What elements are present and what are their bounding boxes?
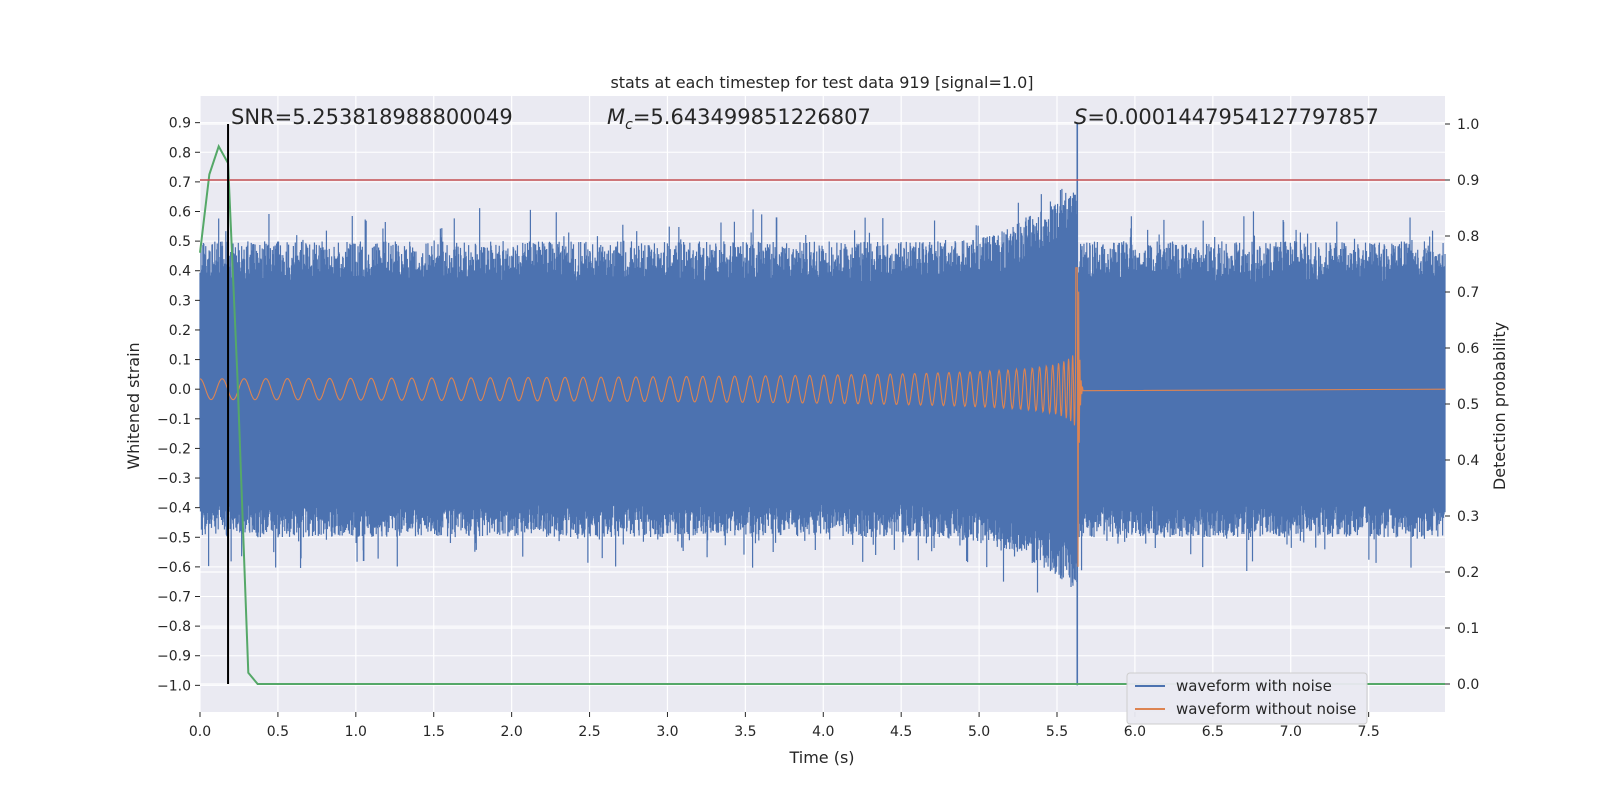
x-tick-label-0: 0.0 xyxy=(189,724,211,740)
x-tick-label-2: 1.0 xyxy=(345,724,367,740)
yright-tick-label-1: 0.9 xyxy=(1457,173,1479,189)
x-tick-label-12: 6.0 xyxy=(1124,724,1146,740)
legend-label-noise: waveform with noise xyxy=(1176,677,1332,695)
x-tick-label-15: 7.5 xyxy=(1358,724,1380,740)
x-tick-label-8: 4.0 xyxy=(812,724,834,740)
yright-tick-label-3: 0.7 xyxy=(1457,285,1479,301)
yleft-tick-label-0: 0.9 xyxy=(169,116,191,132)
right-y-axis-label: Detection probability xyxy=(1490,322,1509,490)
yright-tick-label-7: 0.3 xyxy=(1457,509,1479,525)
x-tick-label-7: 3.5 xyxy=(734,724,756,740)
yleft-tick-label-19: −1.0 xyxy=(157,678,191,694)
snr-annotation: SNR=5.253818988800049 xyxy=(231,105,513,129)
clean-waveform-trace xyxy=(199,267,1446,567)
yleft-tick-label-14: −0.5 xyxy=(157,530,191,546)
yleft-tick-label-8: 0.1 xyxy=(169,353,191,369)
x-tick-label-3: 1.5 xyxy=(423,724,445,740)
yleft-tick-label-1: 0.8 xyxy=(169,145,191,161)
detection-probability-series xyxy=(199,143,1445,685)
chirp-mass-symbol: M xyxy=(607,105,625,129)
x-tick-label-10: 5.0 xyxy=(968,724,990,740)
yleft-tick-label-11: −0.2 xyxy=(157,441,191,457)
left-y-axis-label: Whitened strain xyxy=(124,342,143,469)
yright-tick-label-2: 0.8 xyxy=(1457,229,1479,245)
x-tick-label-11: 5.5 xyxy=(1046,724,1068,740)
yright-tick-label-5: 0.5 xyxy=(1457,397,1479,413)
x-tick-label-14: 7.0 xyxy=(1280,724,1302,740)
yleft-tick-label-6: 0.3 xyxy=(169,293,191,309)
yleft-tick-label-5: 0.4 xyxy=(169,264,191,280)
yleft-tick-label-18: −0.9 xyxy=(157,649,191,665)
yright-tick-label-0: 1.0 xyxy=(1457,117,1479,133)
yleft-tick-label-3: 0.6 xyxy=(169,205,191,221)
yleft-tick-label-17: −0.8 xyxy=(157,619,191,635)
yleft-tick-label-2: 0.7 xyxy=(169,175,191,191)
left-y-axis-ticks: 0.9 0.8 0.7 0.6 0.5 0.4 0.3 0.2 0.1 0.0 −0.1 −0.2 −0… xyxy=(157,116,200,694)
chirp-mass-subscript: c xyxy=(625,117,633,133)
yright-tick-label-4: 0.6 xyxy=(1457,341,1479,357)
detection-probability-line xyxy=(199,143,1445,685)
x-tick-label-4: 2.0 xyxy=(501,724,523,740)
chart-title: stats at each timestep for test data 919… xyxy=(610,73,1033,92)
statistic-annotation: S=0.0001447954127797857 xyxy=(1074,105,1379,129)
x-axis-ticks: 0.0 0.5 1.0 1.5 2.0 2.5 3.0 3.5 4.0 4.5 5.0 5.5 6.0 6… xyxy=(189,712,1380,740)
yleft-tick-label-16: −0.7 xyxy=(157,590,191,606)
yleft-tick-label-12: −0.3 xyxy=(157,471,191,487)
legend-label-clean: waveform without noise xyxy=(1176,700,1356,718)
x-tick-label-9: 4.5 xyxy=(890,724,912,740)
legend-box xyxy=(1126,672,1368,725)
chirp-mass-annotation: Mc=5.643499851226807 xyxy=(607,105,871,133)
x-tick-label-6: 3.0 xyxy=(656,724,678,740)
reference-lines xyxy=(200,124,1445,684)
yright-tick-label-9: 0.1 xyxy=(1457,621,1479,637)
x-tick-label-1: 0.5 xyxy=(267,724,289,740)
yright-tick-label-6: 0.4 xyxy=(1457,453,1479,469)
right-y-axis-ticks: 1.0 0.9 0.8 0.7 0.6 0.5 0.4 0.3 0.2 0.1 0.0 xyxy=(1445,117,1479,693)
yleft-tick-label-7: 0.2 xyxy=(169,323,191,339)
yright-tick-label-10: 0.0 xyxy=(1457,677,1479,693)
yleft-tick-label-13: −0.4 xyxy=(157,501,191,517)
statistic-symbol: S xyxy=(1074,105,1087,129)
yleft-tick-label-4: 0.5 xyxy=(169,234,191,250)
x-tick-label-13: 6.5 xyxy=(1202,724,1224,740)
chirp-mass-value: =5.643499851226807 xyxy=(633,105,871,129)
x-axis-label: Time (s) xyxy=(788,748,854,767)
yleft-tick-label-10: −0.1 xyxy=(157,412,191,428)
yleft-tick-label-15: −0.6 xyxy=(157,560,191,576)
waveform-without-noise-series xyxy=(199,267,1446,567)
yleft-tick-label-9: 0.0 xyxy=(169,382,191,398)
x-tick-label-5: 2.5 xyxy=(578,724,600,740)
statistic-value: =0.0001447954127797857 xyxy=(1087,105,1379,129)
yright-tick-label-8: 0.2 xyxy=(1457,565,1479,581)
legend: waveform with noise waveform without noi… xyxy=(1126,672,1368,725)
